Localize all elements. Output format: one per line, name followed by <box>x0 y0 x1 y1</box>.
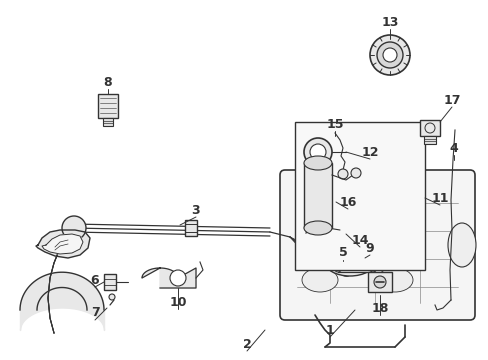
Text: 4: 4 <box>448 141 457 154</box>
Polygon shape <box>36 230 90 258</box>
Ellipse shape <box>376 268 412 292</box>
Bar <box>367 272 391 292</box>
Circle shape <box>109 294 115 300</box>
Ellipse shape <box>340 270 349 276</box>
Polygon shape <box>42 234 83 254</box>
Text: 10: 10 <box>169 296 186 309</box>
Circle shape <box>350 168 360 178</box>
Text: 7: 7 <box>90 306 99 320</box>
Text: 1: 1 <box>325 324 334 337</box>
Circle shape <box>309 144 325 160</box>
Ellipse shape <box>331 252 343 272</box>
Bar <box>423 136 435 144</box>
Circle shape <box>373 276 385 288</box>
Text: 18: 18 <box>370 302 388 315</box>
Circle shape <box>170 270 185 286</box>
Circle shape <box>304 138 331 166</box>
Ellipse shape <box>325 248 374 276</box>
Ellipse shape <box>355 252 379 272</box>
Bar <box>103 118 113 126</box>
Circle shape <box>376 42 402 68</box>
Bar <box>337 252 372 272</box>
Ellipse shape <box>376 228 412 252</box>
Bar <box>98 94 118 118</box>
Ellipse shape <box>304 156 331 170</box>
Bar <box>294 122 424 270</box>
Text: 14: 14 <box>350 234 368 247</box>
Text: 16: 16 <box>339 195 356 208</box>
Text: 8: 8 <box>103 76 112 89</box>
Polygon shape <box>142 268 196 288</box>
Ellipse shape <box>302 228 337 252</box>
Text: 2: 2 <box>242 338 251 351</box>
Circle shape <box>347 183 371 207</box>
Polygon shape <box>64 222 76 234</box>
Text: 13: 13 <box>381 15 398 28</box>
Ellipse shape <box>334 260 350 270</box>
Text: 9: 9 <box>365 242 373 255</box>
FancyBboxPatch shape <box>280 170 474 320</box>
Text: 15: 15 <box>325 117 343 131</box>
Bar <box>184 220 197 236</box>
Bar <box>419 120 439 136</box>
Circle shape <box>337 173 381 217</box>
Ellipse shape <box>366 252 378 272</box>
Text: 12: 12 <box>361 145 378 158</box>
Ellipse shape <box>447 223 475 267</box>
Ellipse shape <box>304 221 331 235</box>
Text: 3: 3 <box>191 203 200 216</box>
Circle shape <box>382 48 396 62</box>
Ellipse shape <box>302 268 337 292</box>
Text: 17: 17 <box>442 94 460 107</box>
Text: 5: 5 <box>338 247 346 260</box>
Circle shape <box>337 169 347 179</box>
Bar <box>104 274 116 290</box>
Bar <box>304 163 331 228</box>
Circle shape <box>369 35 409 75</box>
Text: 6: 6 <box>90 274 99 287</box>
Circle shape <box>62 216 86 240</box>
Text: 11: 11 <box>430 192 448 204</box>
